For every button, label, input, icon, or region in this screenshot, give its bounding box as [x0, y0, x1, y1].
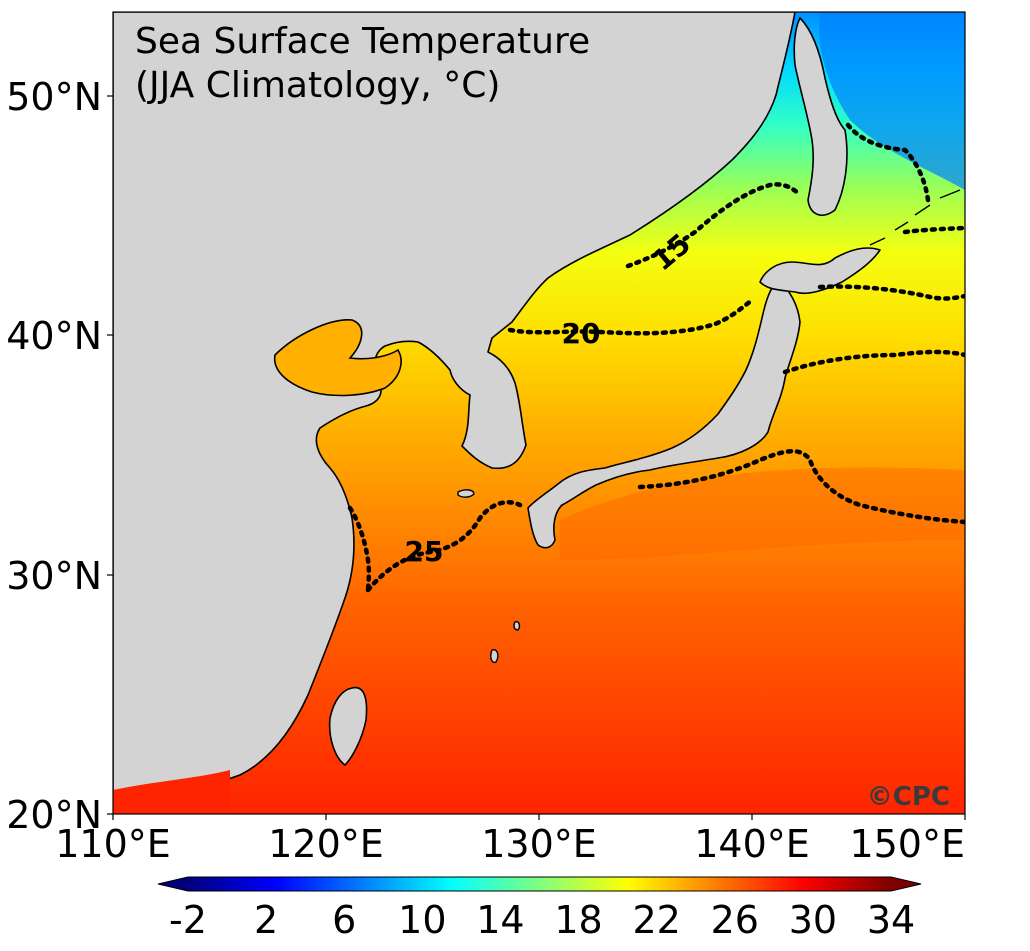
lon-tick-130: 130°E [481, 822, 597, 866]
contour-20 [507, 297, 755, 336]
land-mainland [113, 12, 796, 796]
lat-tick-50: 50°N [6, 75, 102, 119]
colorbar-tick-9: 34 [867, 898, 915, 942]
contour-20-east [817, 284, 965, 301]
contour-25-east [637, 449, 965, 525]
colorbar-tick-6: 22 [632, 898, 680, 942]
colorbar-tick-7: 26 [711, 898, 759, 942]
lon-tick-120: 120°E [268, 822, 384, 866]
land-amami [513, 620, 521, 631]
lon-tick-110: 110°E [55, 822, 171, 866]
contour-label-25: 25 [405, 535, 444, 568]
colorbar-tick-2: 6 [332, 898, 356, 942]
colorbar-extend-low [158, 877, 188, 891]
contour-15 [625, 182, 803, 269]
contour-lines [347, 122, 965, 595]
colorbar-tick-0: -2 [169, 898, 207, 942]
bohai-sea [274, 319, 402, 397]
land-kurils [869, 189, 961, 246]
contour-25-china [347, 505, 372, 595]
contour-15-pacific [902, 225, 965, 235]
lat-tick-40: 40°N [6, 314, 102, 358]
lon-tick-150: 150°E [849, 822, 965, 866]
pearl-delta-water [113, 770, 230, 814]
colorbar-tick-5: 18 [554, 898, 602, 942]
contour-label-20: 20 [562, 317, 601, 350]
lat-tick-20: 20°N [6, 793, 102, 837]
colorbar-tick-labels: -2 2 6 10 14 18 22 26 30 34 [169, 898, 915, 942]
axis-ticks [107, 95, 966, 820]
land-okinawa [490, 648, 499, 664]
colorbar-tick-1: 2 [254, 898, 278, 942]
kuroshio-warm-band [560, 467, 965, 560]
contour-25 [365, 500, 523, 593]
land-jeju [457, 489, 475, 498]
colorbar-gradient [188, 877, 891, 891]
title-line-1: Sea Surface Temperature [135, 21, 590, 62]
colorbar: -2 2 6 10 14 18 22 26 30 34 [157, 876, 922, 942]
land-sakhalin [793, 17, 848, 216]
okhotsk-cold-water [819, 12, 965, 190]
lat-tick-30: 30°N [6, 554, 102, 598]
lon-tick-140: 140°E [694, 822, 810, 866]
land-japan [527, 279, 801, 549]
colorbar-extend-high [891, 877, 921, 891]
colorbar-tick-4: 14 [476, 898, 524, 942]
contour-15-east [845, 122, 931, 203]
colorbar-outline [157, 876, 922, 892]
contour-20-south [782, 349, 965, 375]
colorbar-tick-8: 30 [789, 898, 837, 942]
cpc-credit: ©CPC [867, 782, 950, 812]
land-hokkaido [759, 247, 881, 295]
title-line-2: (JJA Climatology, °C) [135, 65, 500, 106]
colorbar-tick-3: 10 [398, 898, 446, 942]
land-taiwan [328, 686, 368, 767]
